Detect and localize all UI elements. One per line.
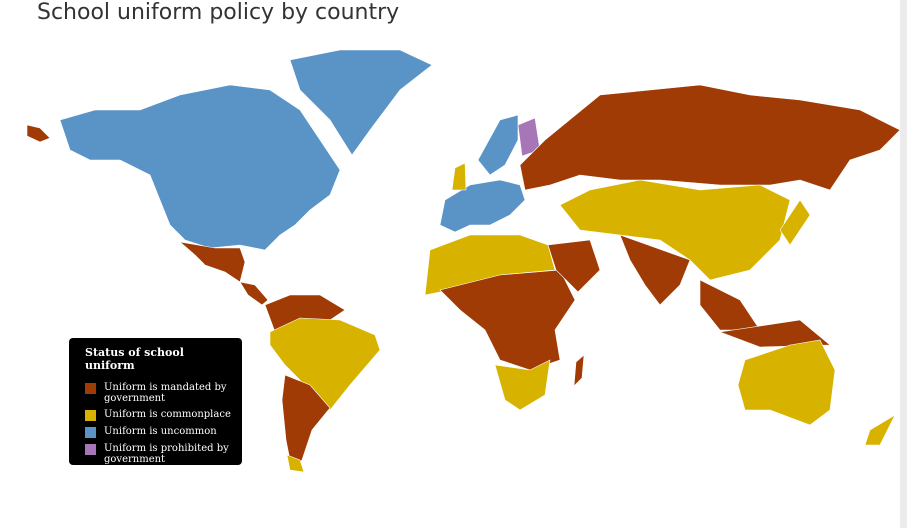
legend-label: Uniform is commonplace	[104, 409, 231, 420]
region	[59, 84, 341, 251]
scrollbar	[900, 0, 907, 528]
legend-item: Uniform is mandated by government	[85, 382, 232, 404]
legend-item: Uniform is prohibited by government	[85, 443, 232, 465]
legend-item: Uniform is uncommon	[85, 426, 232, 438]
legend-label: Uniform is mandated by government	[104, 382, 227, 404]
region	[269, 317, 381, 411]
legend-swatch	[85, 383, 96, 394]
region	[699, 279, 761, 331]
region	[281, 374, 331, 471]
region	[178, 241, 246, 283]
region	[477, 114, 519, 176]
legend-swatch	[85, 444, 96, 455]
region	[424, 234, 556, 296]
region	[547, 239, 601, 293]
region	[619, 234, 691, 306]
legend-label: Uniform is uncommon	[104, 426, 217, 437]
region	[26, 124, 51, 143]
region	[451, 162, 467, 191]
region	[289, 49, 433, 156]
legend-swatch	[85, 410, 96, 421]
region	[864, 414, 896, 446]
legend-label: Uniform is prohibited by government	[104, 443, 229, 465]
legend-item: Uniform is commonplace	[85, 409, 232, 421]
region	[559, 179, 791, 281]
legend: Status of school uniform Uniform is mand…	[69, 338, 242, 465]
region	[519, 84, 900, 191]
region	[779, 199, 811, 246]
region	[286, 454, 305, 473]
region	[439, 179, 526, 233]
region	[239, 281, 269, 306]
region	[439, 269, 576, 371]
region	[737, 339, 836, 426]
region	[494, 359, 551, 411]
region	[573, 354, 585, 387]
legend-title: Status of school uniform	[85, 346, 184, 372]
map-title: School uniform policy by country	[37, 0, 400, 25]
region	[718, 319, 831, 348]
legend-swatch	[85, 427, 96, 438]
